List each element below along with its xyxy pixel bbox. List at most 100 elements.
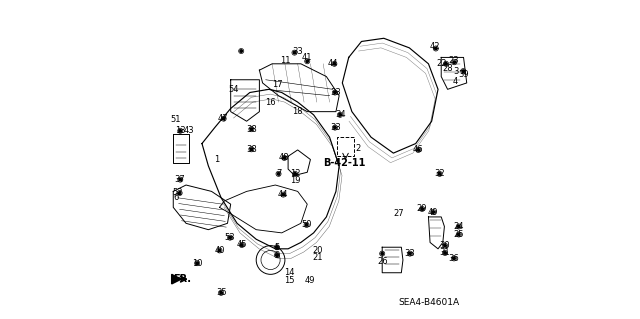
Circle shape bbox=[179, 178, 182, 181]
Text: 14: 14 bbox=[284, 268, 295, 277]
Text: 37: 37 bbox=[174, 175, 185, 184]
Text: SEA4-B4601A: SEA4-B4601A bbox=[398, 298, 459, 307]
Polygon shape bbox=[172, 274, 181, 284]
Text: 26: 26 bbox=[377, 257, 387, 266]
Circle shape bbox=[445, 63, 447, 65]
Text: B-42-11: B-42-11 bbox=[323, 158, 365, 168]
Circle shape bbox=[462, 70, 465, 72]
Text: 33: 33 bbox=[404, 249, 415, 258]
Text: 19: 19 bbox=[290, 176, 300, 185]
Circle shape bbox=[277, 173, 280, 175]
Circle shape bbox=[218, 249, 221, 252]
Text: 11: 11 bbox=[280, 56, 290, 65]
Circle shape bbox=[458, 225, 460, 228]
Circle shape bbox=[306, 60, 308, 63]
Text: 36: 36 bbox=[449, 254, 460, 263]
Circle shape bbox=[222, 117, 225, 120]
Circle shape bbox=[444, 252, 446, 254]
Text: 39: 39 bbox=[458, 70, 469, 79]
Circle shape bbox=[333, 91, 336, 94]
Circle shape bbox=[458, 233, 460, 236]
Circle shape bbox=[240, 50, 243, 52]
Circle shape bbox=[453, 61, 456, 63]
Circle shape bbox=[294, 173, 296, 175]
Text: 33: 33 bbox=[330, 88, 340, 97]
Text: 28: 28 bbox=[442, 64, 453, 73]
Text: 25: 25 bbox=[454, 230, 464, 239]
Text: 27: 27 bbox=[394, 209, 404, 218]
Circle shape bbox=[452, 257, 455, 260]
Text: 30: 30 bbox=[440, 241, 451, 250]
Circle shape bbox=[305, 224, 308, 226]
Text: 23: 23 bbox=[449, 56, 460, 65]
Circle shape bbox=[421, 208, 423, 210]
Text: 34: 34 bbox=[335, 110, 346, 119]
Text: 12: 12 bbox=[290, 169, 300, 178]
Text: FR.: FR. bbox=[173, 274, 191, 284]
Circle shape bbox=[196, 262, 198, 264]
Circle shape bbox=[228, 236, 231, 239]
Circle shape bbox=[333, 126, 336, 129]
Text: 5: 5 bbox=[275, 243, 280, 252]
Text: 49: 49 bbox=[304, 276, 315, 285]
Text: 16: 16 bbox=[265, 98, 276, 107]
Text: 35: 35 bbox=[216, 288, 227, 297]
Text: 44: 44 bbox=[328, 59, 338, 68]
Circle shape bbox=[409, 252, 412, 255]
Text: 17: 17 bbox=[273, 80, 284, 89]
Text: 33: 33 bbox=[292, 47, 303, 56]
Text: 42: 42 bbox=[429, 42, 440, 51]
Text: 31: 31 bbox=[440, 249, 451, 257]
Circle shape bbox=[438, 173, 441, 175]
Text: 52: 52 bbox=[172, 189, 182, 197]
Text: 33: 33 bbox=[330, 123, 340, 132]
Text: 44: 44 bbox=[278, 190, 289, 199]
Circle shape bbox=[220, 292, 222, 294]
Circle shape bbox=[417, 149, 420, 151]
Circle shape bbox=[179, 130, 182, 132]
Text: 48: 48 bbox=[279, 153, 289, 162]
Text: 1: 1 bbox=[214, 155, 219, 164]
Text: 10: 10 bbox=[192, 259, 202, 268]
Text: 38: 38 bbox=[246, 125, 257, 134]
Text: 40: 40 bbox=[214, 246, 225, 255]
Text: 21: 21 bbox=[312, 253, 323, 262]
Circle shape bbox=[339, 114, 341, 116]
Circle shape bbox=[282, 193, 285, 196]
Text: 46: 46 bbox=[413, 145, 424, 154]
Text: 9: 9 bbox=[275, 251, 280, 260]
Text: 51: 51 bbox=[171, 115, 181, 124]
Circle shape bbox=[250, 148, 253, 151]
Text: 20: 20 bbox=[312, 246, 323, 255]
Text: 18: 18 bbox=[292, 107, 303, 116]
Text: 4: 4 bbox=[453, 77, 458, 86]
Text: 32: 32 bbox=[435, 169, 445, 178]
Text: 54: 54 bbox=[228, 85, 239, 94]
Text: 53: 53 bbox=[225, 233, 236, 242]
Text: 43: 43 bbox=[183, 126, 194, 135]
Circle shape bbox=[179, 192, 181, 194]
Circle shape bbox=[283, 157, 285, 159]
Text: 47: 47 bbox=[218, 114, 228, 122]
Text: 2: 2 bbox=[356, 144, 361, 153]
Circle shape bbox=[276, 254, 278, 256]
Circle shape bbox=[444, 244, 446, 247]
Text: 22: 22 bbox=[436, 59, 447, 68]
Text: 41: 41 bbox=[302, 53, 312, 62]
Text: 24: 24 bbox=[454, 222, 464, 231]
Text: 15: 15 bbox=[284, 276, 295, 285]
Text: 7: 7 bbox=[276, 169, 281, 178]
Text: 29: 29 bbox=[417, 204, 428, 213]
Circle shape bbox=[432, 211, 435, 213]
Text: 13: 13 bbox=[175, 126, 186, 135]
Text: 49: 49 bbox=[428, 208, 438, 217]
Circle shape bbox=[250, 128, 253, 130]
Circle shape bbox=[241, 244, 243, 246]
Circle shape bbox=[293, 51, 296, 54]
Text: 3: 3 bbox=[453, 67, 458, 76]
Text: 6: 6 bbox=[173, 193, 179, 202]
Circle shape bbox=[435, 47, 437, 50]
Circle shape bbox=[333, 63, 335, 65]
Circle shape bbox=[276, 246, 278, 249]
Circle shape bbox=[381, 252, 383, 255]
